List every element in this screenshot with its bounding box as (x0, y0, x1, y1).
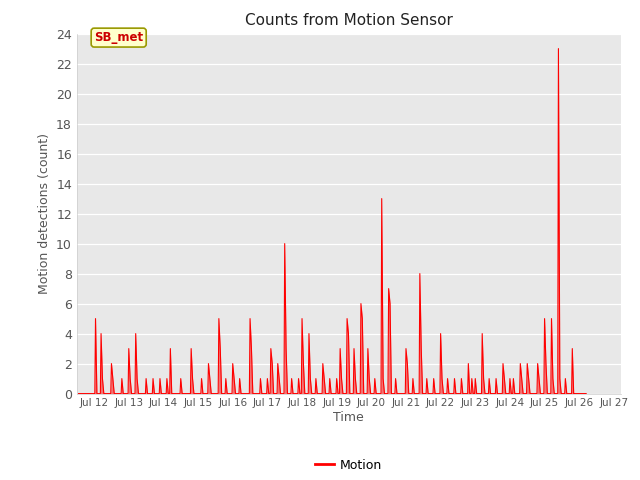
Text: SB_met: SB_met (94, 31, 143, 44)
Title: Counts from Motion Sensor: Counts from Motion Sensor (245, 13, 452, 28)
Legend: Motion: Motion (310, 454, 387, 477)
Y-axis label: Motion detections (count): Motion detections (count) (38, 133, 51, 294)
X-axis label: Time: Time (333, 411, 364, 424)
